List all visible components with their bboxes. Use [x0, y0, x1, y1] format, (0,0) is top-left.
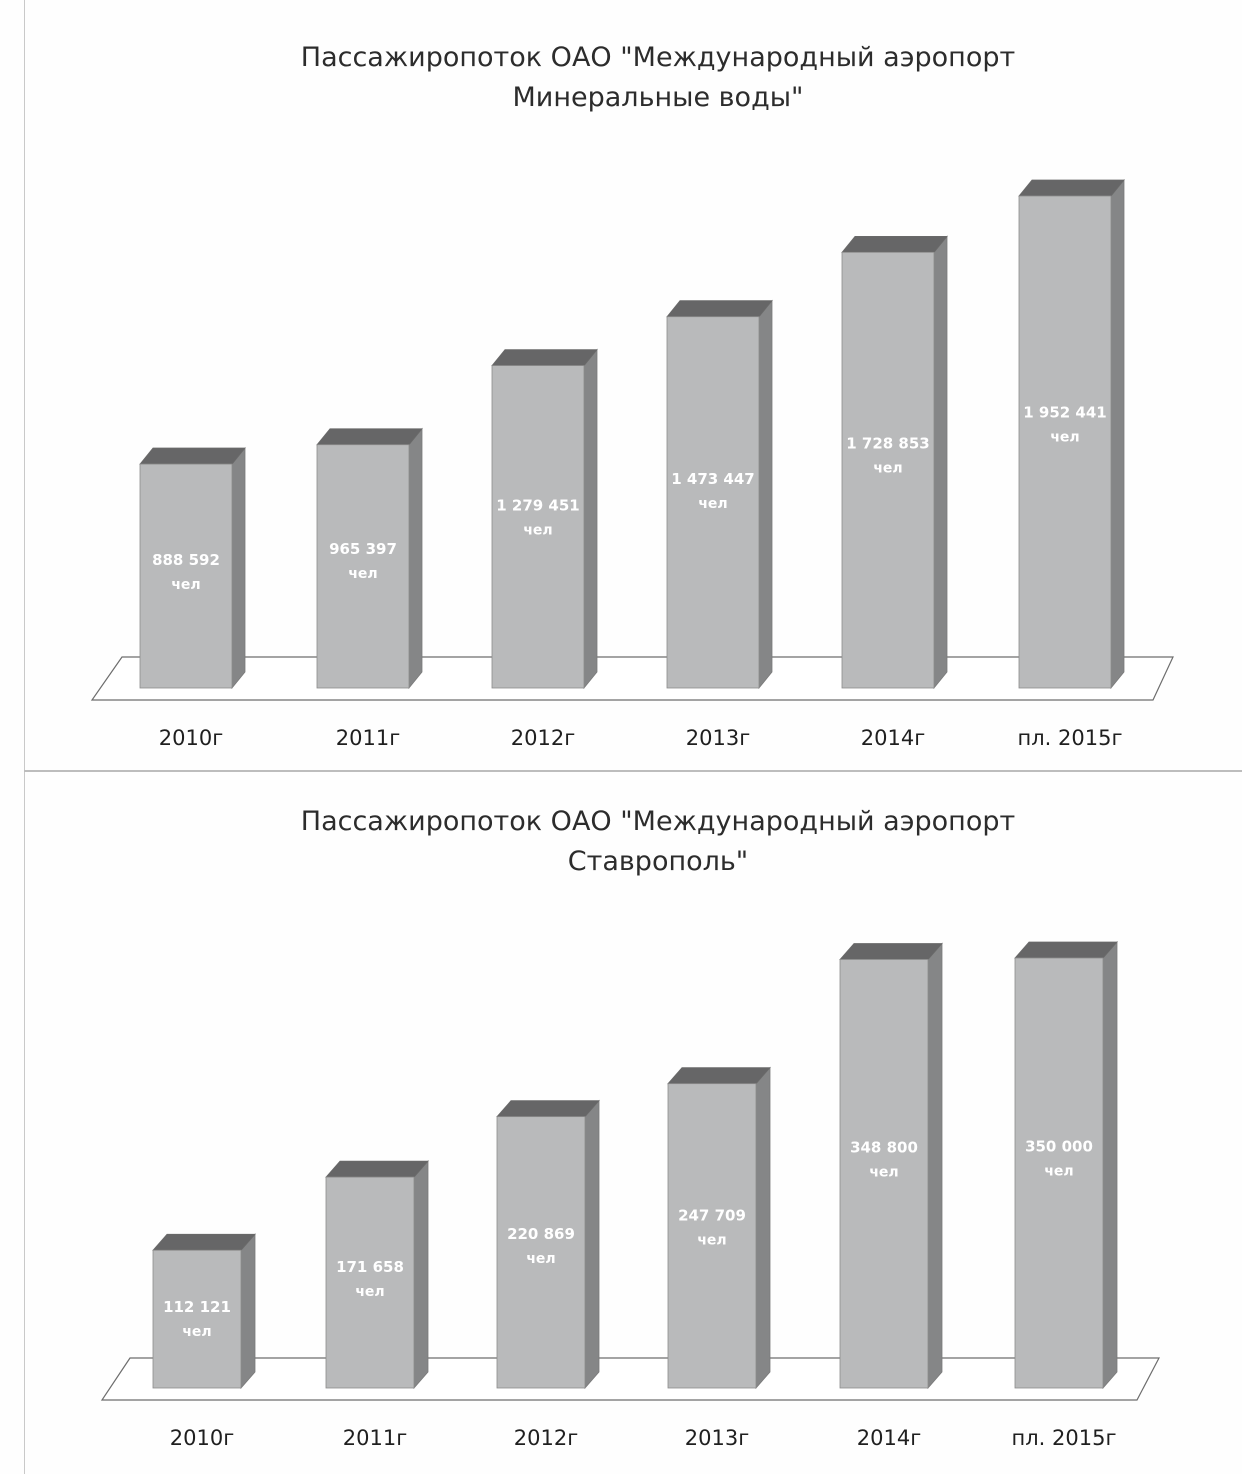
- bar-side: [758, 299, 773, 690]
- chart-mineralnye-vody: Пассажиропоток ОАО "Международный аэропо…: [24, 0, 1242, 770]
- bar-top: [1014, 941, 1118, 959]
- bar: 112 121 чел: [152, 1233, 256, 1390]
- data-label-unit: чел: [526, 1251, 555, 1267]
- bar-front: [316, 444, 410, 689]
- bar: 1 279 451 чел: [491, 348, 598, 690]
- data-label-value: 112 121: [163, 1298, 231, 1316]
- category-label: 2011г: [336, 726, 400, 750]
- bar-top: [1018, 179, 1125, 197]
- data-label-unit: чел: [698, 496, 727, 512]
- bar: 348 800 чел: [839, 942, 943, 1390]
- bar-top: [667, 1067, 771, 1085]
- data-label-value: 1 728 853: [846, 434, 930, 452]
- data-label-unit: чел: [697, 1233, 726, 1249]
- bar-top: [666, 300, 773, 318]
- bar: 888 592 чел: [139, 446, 246, 690]
- chart-svg: 112 121 чел 2010г 171 658 чел 2011г 220 869 чел…: [100, 940, 1160, 1450]
- data-label-unit: чел: [355, 1284, 384, 1300]
- data-label-value: 888 592: [152, 551, 220, 569]
- category-label: пл. 2015г: [1018, 726, 1123, 750]
- data-label-unit: чел: [1044, 1164, 1073, 1180]
- bar-side: [1102, 940, 1118, 1390]
- bar-top: [316, 428, 423, 446]
- data-label-unit: чел: [171, 577, 200, 593]
- category-label: 2013г: [685, 1426, 749, 1450]
- bar-top: [491, 349, 598, 366]
- category-label: 2010г: [159, 726, 223, 750]
- bar: 171 658 чел: [325, 1160, 429, 1390]
- bar-side: [584, 1099, 600, 1390]
- bar-front: [666, 316, 760, 689]
- category-label: 2010г: [170, 1426, 234, 1450]
- bar-front: [841, 251, 935, 689]
- bar-top: [139, 447, 246, 465]
- chart-svg: 888 592 чел 2010г 965 397 чел 2011г 1 279 451 ч…: [90, 178, 1174, 750]
- data-label-value: 171 658: [336, 1258, 404, 1276]
- bar-front: [839, 959, 929, 1389]
- bar-front: [667, 1083, 757, 1389]
- bar-side: [755, 1066, 771, 1390]
- category-label: 2014г: [861, 726, 925, 750]
- bar-top: [839, 943, 943, 960]
- data-label-unit: чел: [1050, 429, 1079, 445]
- bar-side: [413, 1160, 429, 1390]
- bar: 1 473 447 чел: [666, 299, 773, 690]
- bar-side: [933, 235, 948, 690]
- category-label: 2013г: [686, 726, 750, 750]
- bar-front: [139, 463, 233, 689]
- data-label-value: 220 869: [507, 1225, 575, 1243]
- bar: 1 728 853 чел: [841, 235, 948, 690]
- bar-side: [583, 348, 598, 690]
- data-label-value: 247 709: [678, 1207, 746, 1225]
- data-label-value: 350 000: [1025, 1138, 1093, 1156]
- bar-side: [240, 1233, 256, 1390]
- bar-top: [841, 235, 948, 253]
- data-label-value: 1 473 447: [671, 470, 755, 488]
- chart-floor: [100, 1357, 1160, 1401]
- bar-side: [408, 427, 423, 690]
- category-label: 2011г: [343, 1426, 407, 1450]
- bar-front: [325, 1176, 415, 1389]
- data-label-unit: чел: [348, 566, 377, 582]
- bar: 220 869 чел: [496, 1099, 600, 1390]
- bar: 1 952 441 чел: [1018, 178, 1125, 690]
- chart-title: Пассажиропоток ОАО "Международный аэропо…: [300, 806, 1016, 877]
- bar-top: [325, 1160, 429, 1178]
- chart-title: Пассажиропоток ОАО "Международный аэропо…: [300, 42, 1016, 113]
- category-label: пл. 2015г: [1012, 1426, 1117, 1450]
- bar-side: [1110, 178, 1125, 690]
- bar-front: [496, 1116, 586, 1389]
- category-label: 2012г: [514, 1426, 578, 1450]
- category-label: 2012г: [511, 726, 575, 750]
- bar: 350 000 чел: [1014, 940, 1118, 1390]
- bar-front: [491, 365, 585, 689]
- bar-top: [496, 1100, 600, 1118]
- data-label-value: 1 279 451: [496, 497, 580, 515]
- data-label-unit: чел: [523, 523, 552, 539]
- category-label: 2014г: [857, 1426, 921, 1450]
- data-label-unit: чел: [182, 1324, 211, 1340]
- bar-side: [927, 942, 943, 1390]
- bar-top: [152, 1233, 256, 1251]
- bar-side: [231, 446, 246, 690]
- data-label-value: 965 397: [329, 540, 397, 558]
- bar: 247 709 чел: [667, 1066, 771, 1390]
- bar-front: [152, 1249, 242, 1389]
- bar-front: [1014, 957, 1104, 1389]
- data-label-value: 348 800: [850, 1138, 918, 1156]
- chart-stavropol: Пассажиропоток ОАО "Международный аэропо…: [24, 772, 1242, 1474]
- bar-front: [1018, 195, 1112, 689]
- data-label-value: 1 952 441: [1023, 403, 1107, 421]
- divider: [24, 770, 1242, 772]
- chart-floor: [90, 656, 1174, 701]
- bar: 965 397 чел: [316, 427, 423, 690]
- data-label-unit: чел: [873, 460, 902, 476]
- data-label-unit: чел: [869, 1164, 898, 1180]
